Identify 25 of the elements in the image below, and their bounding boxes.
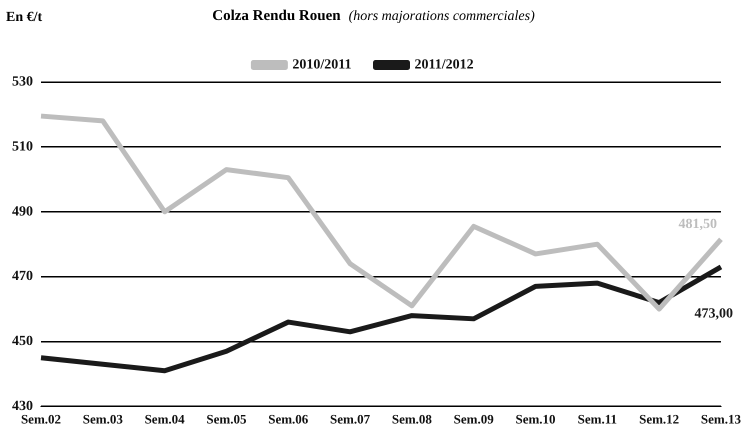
- y-tick-label: 530: [12, 74, 33, 90]
- x-tick-label: Sem.10: [515, 412, 556, 427]
- x-tick-label: Sem.02: [20, 412, 62, 427]
- legend-label: 2010/2011: [292, 58, 352, 73]
- y-axis-title: En €/t: [6, 10, 42, 26]
- y-tick-label: 470: [12, 269, 33, 284]
- data-label: 481,50: [678, 216, 717, 232]
- chart-title: Colza Rendu Rouen: [212, 8, 341, 24]
- x-tick-label: Sem.06: [268, 412, 309, 427]
- x-tick-label: Sem.05: [206, 412, 247, 427]
- x-tick-label: Sem.07: [330, 412, 371, 427]
- legend-label: 2011/2012: [414, 58, 474, 73]
- y-tick-label: 430: [12, 399, 33, 414]
- data-label: 473,00: [694, 306, 733, 322]
- x-tick-label: Sem.13: [700, 412, 742, 427]
- x-tick-label: Sem.03: [82, 412, 124, 427]
- x-tick-label: Sem.04: [144, 412, 186, 427]
- x-tick-label: Sem.11: [578, 412, 618, 427]
- x-tick-label: Sem.08: [392, 412, 432, 427]
- y-tick-label: 450: [12, 334, 33, 350]
- x-tick-label: Sem.09: [454, 412, 494, 427]
- x-tick-label: Sem.12: [639, 412, 680, 427]
- y-tick-label: 510: [12, 139, 33, 154]
- chart-subtitle: (hors majorations commerciales): [348, 9, 535, 24]
- y-tick-label: 490: [12, 204, 33, 220]
